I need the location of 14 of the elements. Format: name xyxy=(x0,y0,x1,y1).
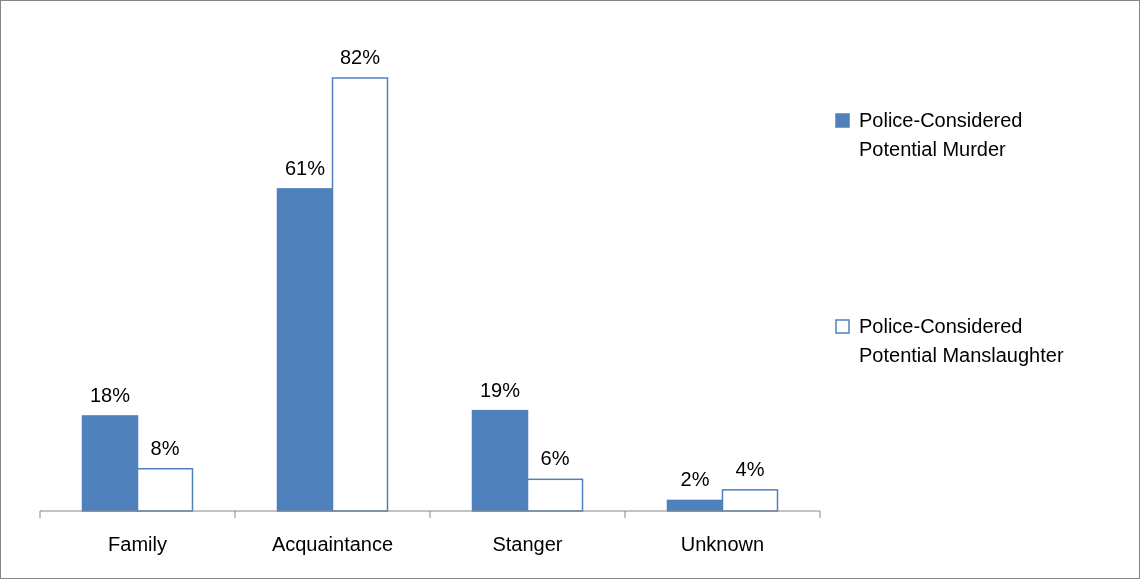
data-label: 61% xyxy=(284,156,326,179)
data-label: 6% xyxy=(540,447,570,470)
data-label: 18% xyxy=(89,383,131,406)
x-tick-label: Acquaintance xyxy=(271,533,394,555)
x-tick-label: Unknown xyxy=(680,533,765,555)
legend-label: Police-Considered Potential Manslaughter xyxy=(859,315,1064,366)
data-label: 19% xyxy=(479,378,521,401)
x-tick-label: Stanger xyxy=(492,533,563,555)
x-tick-label: Family xyxy=(108,533,167,555)
legend-label: Police-Considered Potential Murder xyxy=(859,109,1023,160)
data-label: 8% xyxy=(150,436,180,459)
data-label: 82% xyxy=(339,46,381,68)
data-label: 4% xyxy=(735,457,765,480)
data-label: 2% xyxy=(680,468,710,491)
